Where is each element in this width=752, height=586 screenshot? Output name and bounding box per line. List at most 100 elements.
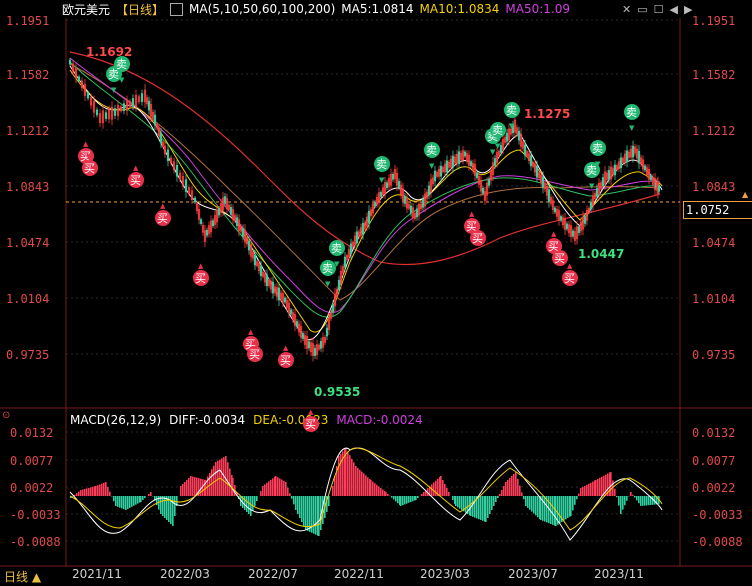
candle-body: [589, 201, 593, 210]
price-tick-right: 1.1212: [692, 124, 736, 138]
macd-bar: [119, 496, 121, 508]
buy-signal-label: 买: [280, 354, 291, 367]
candle-body: [429, 179, 433, 192]
candle-body: [299, 326, 303, 338]
macd-settings-icon[interactable]: ⊙: [2, 410, 11, 421]
candle-body: [273, 286, 277, 294]
candle-body: [229, 207, 233, 215]
candle-body: [497, 150, 501, 156]
candle-body: [199, 219, 203, 224]
macd-header: MACD(26,12,9) DIFF:-0.0034 DEA:-0.0023 M…: [70, 413, 423, 427]
checkbox-icon[interactable]: ☐: [653, 3, 664, 16]
candle-body: [481, 188, 485, 194]
window-icon[interactable]: ▭: [637, 3, 648, 16]
buy-signal-icon: [303, 416, 319, 432]
macd-bar: [511, 476, 513, 496]
macd-bar: [174, 496, 176, 516]
candle-body: [371, 203, 375, 214]
sell-signal-label: 卖: [592, 142, 603, 155]
macd-bar: [162, 496, 164, 516]
up-arrow-icon: ▲: [557, 242, 563, 250]
candle-body: [375, 197, 379, 205]
candle-body: [131, 98, 135, 107]
candle-body: [415, 208, 419, 218]
candle-body: [605, 173, 609, 180]
macd-bar: [404, 496, 406, 505]
macd-bar: [554, 496, 556, 526]
candle-body: [263, 273, 267, 283]
candle-body: [337, 279, 341, 290]
sell-signal-icon: [424, 142, 440, 158]
buy-signals[interactable]: 买▲买▲买▲买▲买▲买▲买▲买▲买▲买▲买▲买▲买▲买▲: [78, 140, 578, 432]
candle-body: [172, 161, 176, 170]
candle-body: [225, 198, 229, 209]
candle-body: [387, 178, 391, 187]
macd-params[interactable]: MACD(26,12,9): [70, 413, 162, 427]
ma-indicator-icon[interactable]: [170, 2, 184, 16]
macd-histogram: [70, 448, 660, 536]
macd-bar: [393, 496, 395, 500]
candle-body: [89, 96, 93, 106]
candle-body: [291, 312, 295, 320]
macd-bar: [599, 477, 601, 496]
macd-bar: [293, 496, 295, 505]
candle-body: [357, 231, 361, 238]
buy-signal-icon: [562, 270, 578, 286]
macd-bar: [410, 496, 412, 502]
macd-bar: [574, 496, 576, 505]
candle-body: [213, 215, 217, 225]
sell-signals[interactable]: 卖▼卖▼卖▼卖▼卖▼卖▼卖▼卖▼卖▼卖▼卖▼卖▼: [106, 56, 640, 288]
macd-bar: [277, 477, 279, 496]
candle-body: [95, 109, 99, 116]
macd-bar: [507, 480, 509, 496]
price-tick-left: 1.1582: [6, 68, 50, 82]
candle-body: [581, 216, 585, 230]
candle-body: [449, 158, 453, 168]
macd-bar: [415, 496, 417, 500]
candle-body: [399, 184, 403, 195]
candle-body: [285, 300, 289, 308]
candle-body: [363, 222, 367, 230]
candle-body: [373, 201, 377, 207]
candle-body: [349, 243, 353, 255]
macd-bar: [103, 482, 105, 496]
annotation-low-2: 1.0447: [578, 247, 624, 261]
macd-bar: [644, 496, 646, 506]
close-icon[interactable]: ✕: [622, 3, 632, 16]
candle-body: [511, 124, 515, 134]
prev-icon[interactable]: ◀: [669, 3, 678, 16]
macd-bar: [121, 496, 123, 509]
macd-bar: [248, 496, 250, 514]
time-tick: 2021/11: [72, 567, 122, 581]
macd-bar: [459, 496, 461, 509]
buy-signal-icon: [470, 230, 486, 246]
macd-bar: [135, 496, 137, 505]
candle-body: [297, 323, 301, 333]
period-switch[interactable]: 日线 ▲: [4, 570, 42, 584]
candle-body: [547, 189, 551, 202]
macd-bar: [97, 485, 99, 496]
macd-bar: [357, 467, 359, 496]
candle-body: [184, 179, 188, 192]
candle-body: [243, 229, 247, 243]
next-icon[interactable]: ▶: [683, 3, 693, 16]
buy-signal-label: 买: [548, 240, 559, 253]
candle-body: [597, 183, 601, 195]
price-tick-left: 1.0843: [6, 180, 50, 194]
macd-bar: [439, 476, 441, 496]
sell-signal-label: 卖: [586, 164, 597, 177]
candle-body: [267, 279, 271, 286]
candle-body: [305, 336, 309, 349]
macd-bar: [546, 496, 548, 523]
macd-bar: [229, 468, 231, 496]
macd-bar: [616, 496, 618, 498]
candle-body: [599, 182, 603, 188]
candle-body: [529, 155, 533, 167]
sell-signal-label: 卖: [331, 242, 342, 255]
macd-bar: [317, 496, 319, 536]
ma-params[interactable]: MA(5,10,50,60,100,200): [189, 2, 336, 16]
candle-body: [555, 209, 559, 217]
period-label[interactable]: 【日线】: [116, 2, 165, 17]
candle-body: [211, 220, 215, 226]
